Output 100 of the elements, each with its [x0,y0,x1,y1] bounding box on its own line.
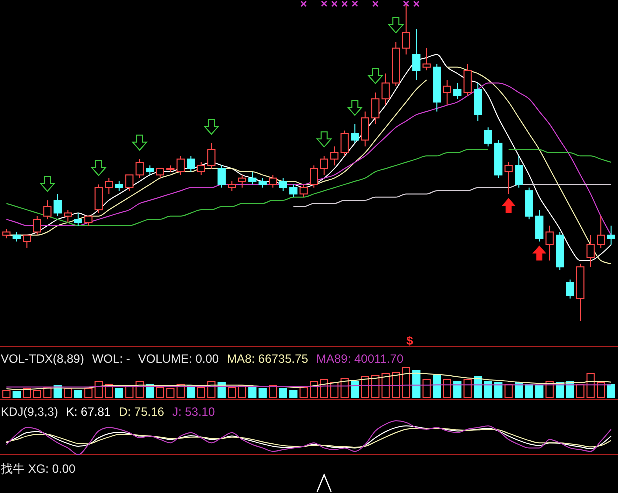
bar [392,372,400,398]
candlestick [586,234,595,268]
candlestick [197,162,206,176]
bar [115,388,124,398]
candlestick [248,172,257,186]
candlestick [238,174,246,188]
bar [586,374,595,398]
bar [248,387,257,398]
series-label: D: 75.16 [119,405,165,419]
candlestick [361,111,370,148]
chart-title: KDJ(9,3,3) [1,405,58,419]
candlestick [218,165,226,188]
candlestick [208,142,216,170]
candlestick [546,225,554,262]
candlestick [443,80,452,106]
bar [197,387,206,398]
candlestick [351,124,360,144]
candlestick [454,82,462,100]
bar [433,375,442,398]
candlestick [12,232,21,242]
candlestick [300,184,308,198]
candlestick [504,162,513,195]
candlestick [64,210,72,224]
bar [300,387,308,398]
candlestick [156,168,164,179]
candlestick [566,279,574,300]
series-label: J: 53.10 [172,405,216,419]
bar [474,376,482,398]
bar [64,388,72,398]
candlestick [258,178,267,188]
series-label: MA8: 66735.75 [227,352,309,366]
candlestick [340,130,349,157]
candlestick [44,200,52,220]
bar [258,388,267,398]
bar [74,390,82,398]
bar [464,380,472,398]
bar [515,382,524,398]
bar [422,380,431,398]
bar [402,368,410,398]
bar [2,390,11,398]
candlestick [515,156,524,188]
candlestick [464,64,472,96]
bar [494,382,503,398]
bar [536,386,544,398]
bar [504,384,513,398]
bar [228,387,236,398]
candlestick [607,225,616,246]
candlestick [412,28,421,81]
candlestick [290,184,298,198]
series-label: K: 67.81 [66,405,112,419]
text: $ [406,334,414,348]
text: VOLUME: 0.00 [138,352,220,366]
bar [156,387,164,398]
candlestick [23,234,32,249]
candlestick [269,174,278,188]
bar [166,388,175,398]
bar [290,390,298,398]
bar [382,374,390,398]
candlestick [279,178,288,192]
bar [484,381,492,398]
bar [33,390,42,398]
candlestick [536,210,544,242]
bar [443,380,452,398]
candlestick [228,181,236,192]
bar [84,388,93,398]
bar [454,381,462,398]
candlestick [105,178,114,195]
bar [279,388,288,398]
candlestick [330,146,339,166]
candlestick [33,216,42,236]
candlestick [126,174,134,192]
series-label: MA89: 40011.70 [316,352,404,366]
candlestick [484,127,492,148]
bar [597,382,606,398]
candlestick [54,194,62,217]
bar [525,384,534,398]
candlestick [310,165,318,188]
candlestick [187,156,196,173]
text: 找牛 XG: 0.00 [0,462,76,476]
candlestick [136,158,144,179]
bar [94,381,103,398]
bar [269,386,278,398]
bar [412,370,421,398]
candlestick [115,181,124,192]
bar [12,392,21,398]
candlestick [422,48,431,72]
candlestick [320,156,328,176]
candlestick [382,73,390,106]
bar [310,381,318,398]
bar [576,384,585,398]
candlestick [597,216,606,249]
chart-title: VOL-TDX(8,89) [1,352,84,366]
bar [351,381,360,398]
candlestick [2,228,11,240]
bar [607,384,616,398]
candlestick [176,156,185,176]
candlestick [84,216,93,226]
candlestick [74,212,82,226]
candlestick [94,184,103,214]
bar [372,375,380,398]
